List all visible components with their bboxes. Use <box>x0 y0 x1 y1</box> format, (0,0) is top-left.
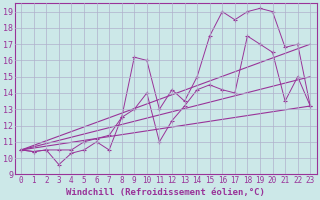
X-axis label: Windchill (Refroidissement éolien,°C): Windchill (Refroidissement éolien,°C) <box>66 188 265 197</box>
